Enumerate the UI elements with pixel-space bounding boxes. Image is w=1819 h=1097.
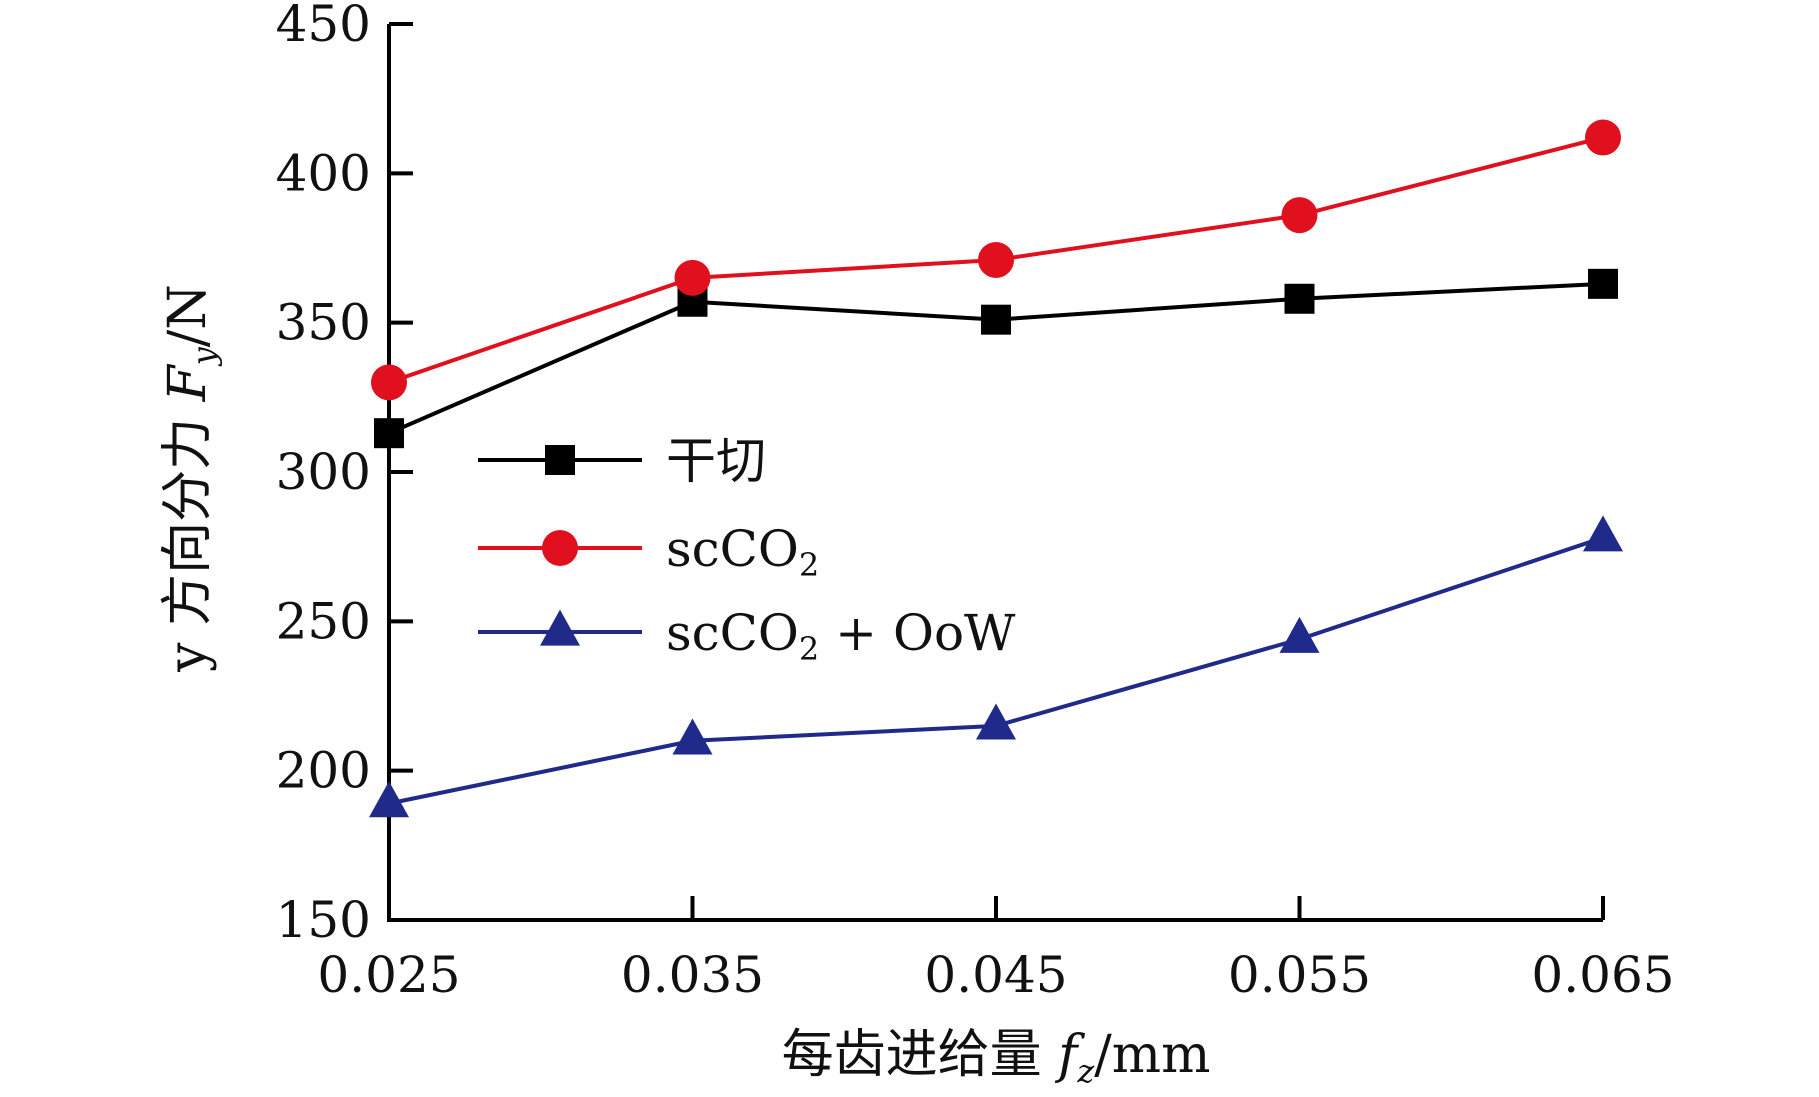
data-point-series-1 bbox=[1588, 268, 1618, 299]
x-axis-title: 每齿进给量 fz/mm bbox=[782, 1025, 1211, 1090]
legend-label: scCO2 bbox=[666, 520, 819, 584]
y-tick-label: 400 bbox=[276, 144, 371, 202]
y-tick-label: 450 bbox=[276, 0, 371, 53]
data-point-series-1 bbox=[1284, 283, 1315, 314]
data-point-series-2 bbox=[674, 259, 711, 296]
square-icon bbox=[545, 445, 575, 475]
data-point-series-1 bbox=[374, 418, 404, 449]
data-point-series-2 bbox=[1585, 119, 1621, 156]
data-point-series-2 bbox=[1281, 197, 1318, 234]
data-point-series-3 bbox=[672, 718, 713, 755]
legend-label: 干切 bbox=[666, 432, 766, 490]
x-tick-label: 0.025 bbox=[317, 946, 460, 1004]
data-point-series-2 bbox=[978, 241, 1014, 278]
data-point-series-3 bbox=[976, 703, 1016, 740]
data-point-series-3 bbox=[1279, 616, 1320, 653]
x-tick-label: 0.045 bbox=[924, 946, 1067, 1004]
circle-icon bbox=[542, 530, 578, 566]
data-point-series-1 bbox=[981, 304, 1011, 335]
series-line-3 bbox=[388, 535, 1604, 806]
y-tick-label: 200 bbox=[276, 742, 371, 800]
x-tick-label: 0.035 bbox=[621, 946, 764, 1004]
y-tick-label: 300 bbox=[276, 443, 371, 501]
y-axis-title: y 方向分力 Fy/N bbox=[158, 284, 223, 673]
axis-titles: 每齿进给量 fz/mm y 方向分力 Fy/N bbox=[158, 284, 1210, 1090]
legend-label: scCO2 + OoW bbox=[666, 604, 1016, 668]
series-layer bbox=[369, 119, 1623, 818]
x-tick-label: 0.055 bbox=[1228, 946, 1371, 1004]
x-tick-label: 0.065 bbox=[1531, 946, 1674, 1004]
triangle-icon bbox=[540, 609, 580, 646]
axes: 150 200 250 300 350 400 450 0.025 0.035 0.045 0.05… bbox=[276, 0, 1675, 1004]
data-point-series-2 bbox=[371, 364, 407, 401]
legend: 干切 scCO2 scCO2 + OoW bbox=[478, 432, 1016, 668]
data-point-series-3 bbox=[1583, 515, 1623, 552]
y-tick-label: 250 bbox=[276, 592, 371, 650]
data-point-series-3 bbox=[369, 781, 409, 818]
y-tick-label: 350 bbox=[276, 294, 371, 352]
y-tick-label: 150 bbox=[276, 891, 371, 949]
